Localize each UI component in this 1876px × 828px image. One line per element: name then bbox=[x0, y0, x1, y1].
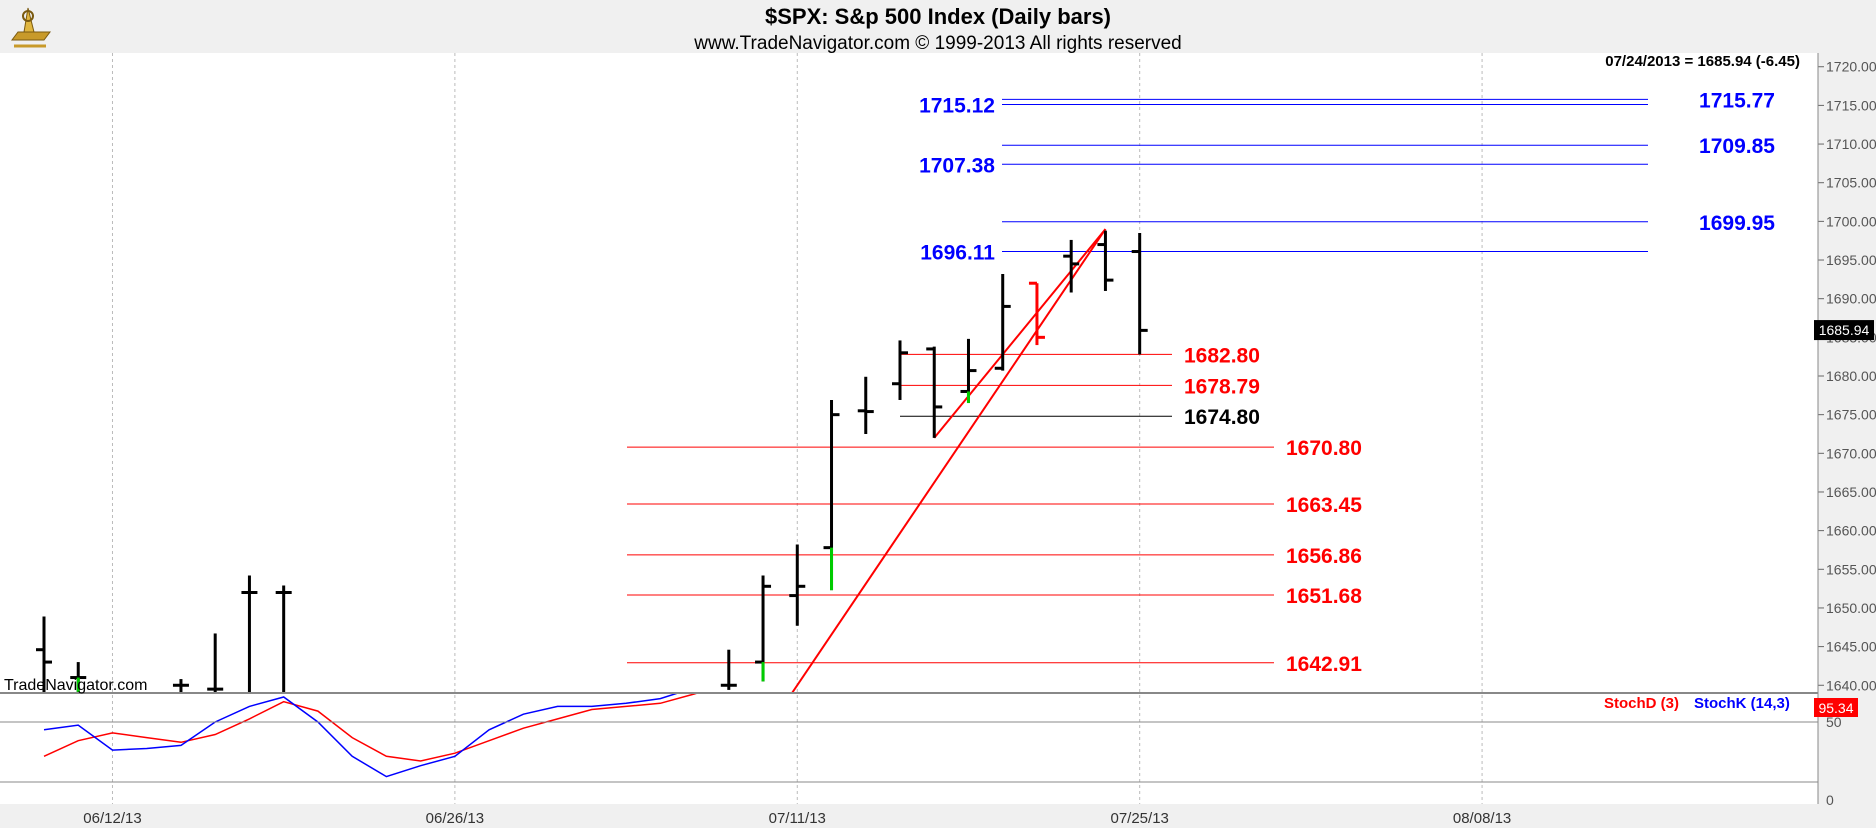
level-label: 1682.80 bbox=[1184, 344, 1260, 367]
level-label: 1715.77 bbox=[1699, 89, 1775, 112]
ohlc-bar bbox=[1063, 239, 1080, 293]
level-label: 1696.11 bbox=[920, 241, 995, 264]
ohlc-bar bbox=[1097, 230, 1114, 291]
level-label: 1663.45 bbox=[1286, 494, 1362, 517]
level-label: 1707.38 bbox=[919, 154, 995, 177]
ohlc-bar bbox=[994, 273, 1011, 371]
last-price-tag bbox=[1814, 320, 1874, 341]
stoch-last-tag bbox=[1814, 698, 1858, 717]
y-tick-label: 1645.00 bbox=[1826, 639, 1876, 655]
price-panel bbox=[0, 53, 1818, 693]
stoch-series-line bbox=[43, 693, 681, 778]
level-label: 1699.95 bbox=[1699, 212, 1775, 235]
last-price-tag-label: 1685.94 bbox=[1819, 322, 1870, 338]
y-tick-label: 1680.00 bbox=[1826, 368, 1876, 384]
ohlc-bar bbox=[36, 616, 52, 693]
stoch-last-tag-label: 95.34 bbox=[1818, 700, 1853, 716]
level-label: 1709.85 bbox=[1699, 135, 1775, 158]
y-tick-label: 1710.00 bbox=[1826, 136, 1876, 152]
bars-layer bbox=[36, 230, 1148, 693]
y-tick-label: 1655.00 bbox=[1826, 561, 1876, 577]
ohlc-bar bbox=[172, 679, 189, 693]
y-tick-label: 1690.00 bbox=[1826, 291, 1876, 307]
ohlc-bar bbox=[70, 662, 87, 693]
level-label: 1670.80 bbox=[1286, 437, 1362, 460]
ohlc-bar bbox=[789, 544, 806, 626]
x-tick-label: 07/11/13 bbox=[769, 810, 826, 827]
ohlc-bar bbox=[207, 633, 224, 693]
x-tick-label: 07/25/13 bbox=[1110, 810, 1168, 827]
x-axis-band bbox=[0, 804, 1876, 828]
ohlc-bar bbox=[960, 338, 977, 404]
grid-layer bbox=[111, 53, 1483, 804]
level-label: 1674.80 bbox=[1184, 406, 1260, 429]
y-tick-label: 1650.00 bbox=[1826, 600, 1876, 616]
x-tick-label: 06/26/13 bbox=[426, 810, 484, 827]
ohlc-bar bbox=[926, 346, 943, 438]
level-label: 1642.91 bbox=[1286, 653, 1362, 676]
level-label: 1651.68 bbox=[1286, 585, 1362, 608]
y-tick-label: 1715.00 bbox=[1826, 97, 1876, 113]
ohlc-bar bbox=[241, 575, 258, 693]
chart-subtitle: www.TradeNavigator.com © 1999-2013 All r… bbox=[693, 33, 1181, 54]
y-tick-label: 1695.00 bbox=[1826, 252, 1876, 268]
stoch-layer bbox=[43, 693, 700, 778]
y-tick-label: 1660.00 bbox=[1826, 523, 1876, 539]
y-tick-label: 1670.00 bbox=[1826, 445, 1876, 461]
y-tick-label: 1720.00 bbox=[1826, 59, 1876, 75]
y-ticks: 1640.00 1645.00 1650.00 1655.00 1660.00 1665.… bbox=[1818, 59, 1876, 808]
x-tick-label: 06/12/13 bbox=[83, 810, 141, 827]
ohlc-bar bbox=[823, 399, 840, 591]
y-tick-label: 1705.00 bbox=[1826, 175, 1876, 191]
x-tick-label: 08/08/13 bbox=[1453, 810, 1511, 827]
y-tick-label: 1675.00 bbox=[1826, 407, 1876, 423]
trendline bbox=[791, 228, 1107, 693]
y-tick-label: 1700.00 bbox=[1826, 213, 1876, 229]
stoch-series-line bbox=[43, 693, 700, 762]
sextant-logo-icon bbox=[11, 7, 51, 48]
watermark: TradeNavigator.com bbox=[4, 677, 147, 694]
legend-stochd: StochD (3) bbox=[1604, 695, 1679, 712]
chart-title: $SPX: S&p 500 Index (Daily bars) bbox=[765, 4, 1111, 29]
ohlc-bar bbox=[720, 649, 737, 690]
level-label: 1678.79 bbox=[1184, 375, 1260, 398]
stoch-y-tick-label: 50 bbox=[1826, 714, 1842, 730]
last-quote-label: 07/24/2013 = 1685.94 (-6.45) bbox=[1605, 53, 1800, 70]
ohlc-bar bbox=[892, 340, 908, 400]
ohlc-bar bbox=[857, 376, 874, 434]
stoch-y-tick-label: 0 bbox=[1826, 792, 1834, 808]
x-ticks: 06/12/13 06/26/13 07/11/13 07/25/13 08/08/13 bbox=[83, 810, 1511, 827]
ohlc-bar bbox=[1028, 281, 1045, 346]
y-tick-label: 1640.00 bbox=[1826, 677, 1876, 693]
ohlc-bar bbox=[755, 575, 772, 682]
levels-layer: 1715.77 1715.12 1709.85 1707.38 1699.95 1696.… bbox=[627, 89, 1775, 676]
ohlc-bar bbox=[275, 585, 292, 693]
ohlc-bar bbox=[1131, 232, 1148, 355]
y-tick-label: 1665.00 bbox=[1826, 484, 1876, 500]
header-band bbox=[0, 0, 1876, 53]
level-label: 1715.12 bbox=[919, 94, 995, 117]
level-label: 1656.86 bbox=[1286, 545, 1362, 568]
legend-stochk: StochK (14,3) bbox=[1694, 695, 1790, 712]
